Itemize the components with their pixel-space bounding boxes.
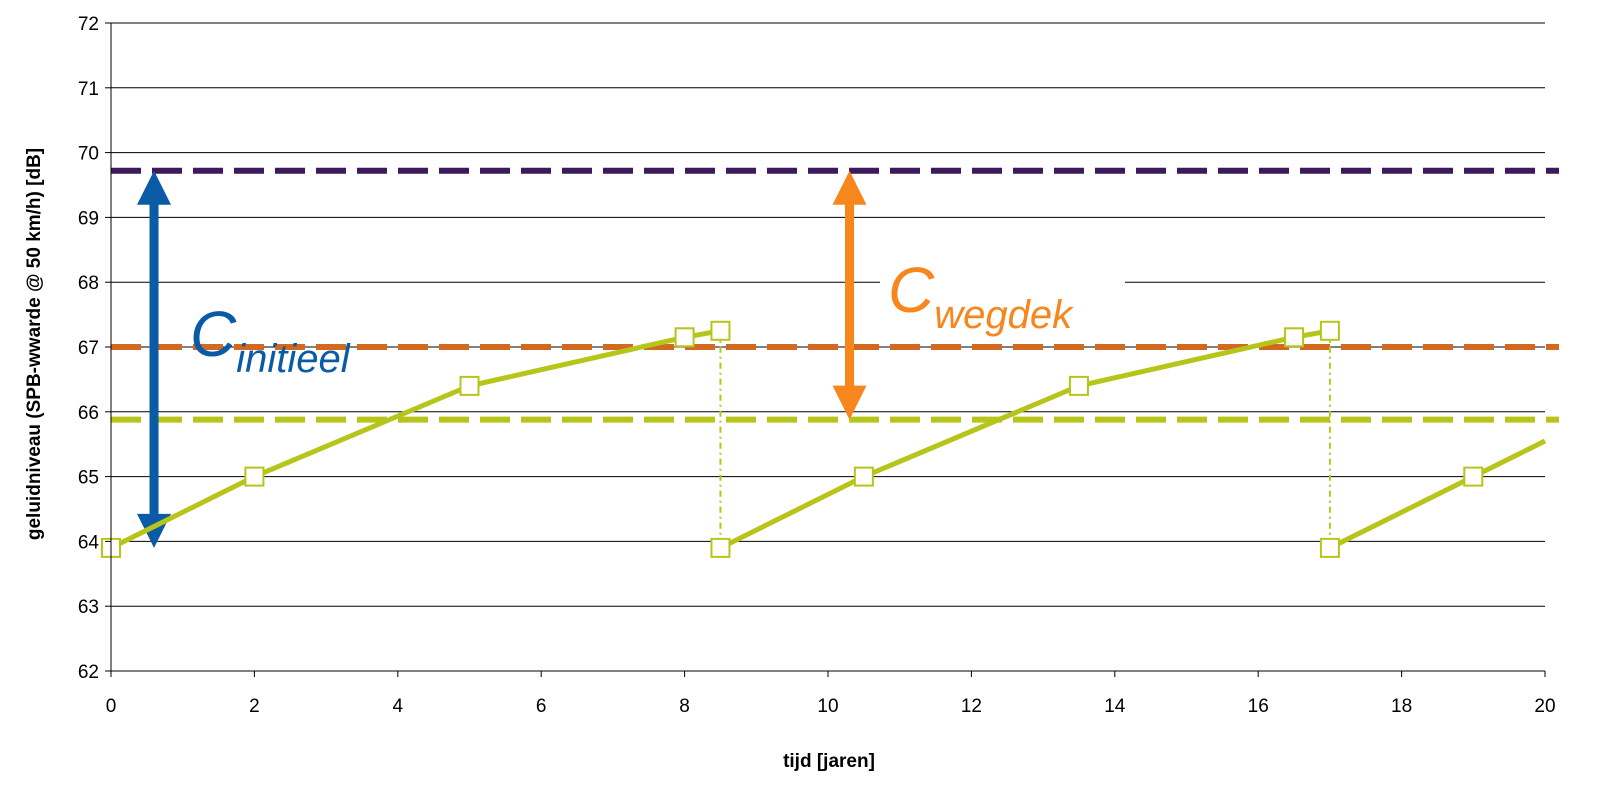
data-point [674,327,695,348]
series-line [1328,438,1547,551]
y-tick-label: 65 [78,468,99,489]
data-point [1319,320,1340,341]
x-tick-label: 10 [817,696,838,717]
x-tick-label: 6 [536,696,547,717]
annotation-background [880,252,1125,322]
y-tick-label: 66 [78,403,99,424]
y-tick-label: 70 [78,144,99,165]
data-point [710,537,731,558]
data-point [853,466,874,487]
data-point [1463,466,1484,487]
double-arrow [832,170,867,420]
x-axis-title: tijd [jaren] [783,751,875,772]
y-tick-label: 64 [78,532,100,553]
x-tick-label: 14 [1104,696,1126,717]
data-series [101,320,1547,558]
y-tick-label: 72 [78,14,99,35]
reference-lines [111,167,1559,423]
x-tick-label: 0 [106,696,117,717]
x-tick-label: 16 [1248,696,1269,717]
x-tick-label: 12 [961,696,982,717]
x-tick-label: 20 [1534,696,1555,717]
annotation-label-wegdek: Cwegdek [888,254,1074,337]
data-point [1284,327,1305,348]
series-line [719,328,1331,551]
data-point [1068,375,1089,396]
x-tick-label: 2 [249,696,260,717]
y-tick-label: 71 [78,79,99,100]
y-axis-title: geluidniveau (SPB-wwarde @ 50 km/h) [dB] [24,148,45,540]
x-tick-label: 4 [393,696,404,717]
data-point [459,375,480,396]
x-tick-label: 18 [1391,696,1412,717]
annotations: Cinitieel Cwegdek [137,170,1125,548]
annotation-label-initieel: Cinitieel [190,298,351,381]
y-tick-label: 68 [78,273,99,294]
data-point [710,320,731,341]
y-tick-label: 67 [78,338,99,359]
y-tick-label: 69 [78,208,99,229]
y-tick-label: 63 [78,597,99,618]
data-point [244,466,265,487]
double-arrow [137,170,172,548]
axes [105,22,1546,677]
y-tick-label: 62 [78,662,99,683]
x-tick-label: 8 [679,696,690,717]
data-point [1319,537,1340,558]
